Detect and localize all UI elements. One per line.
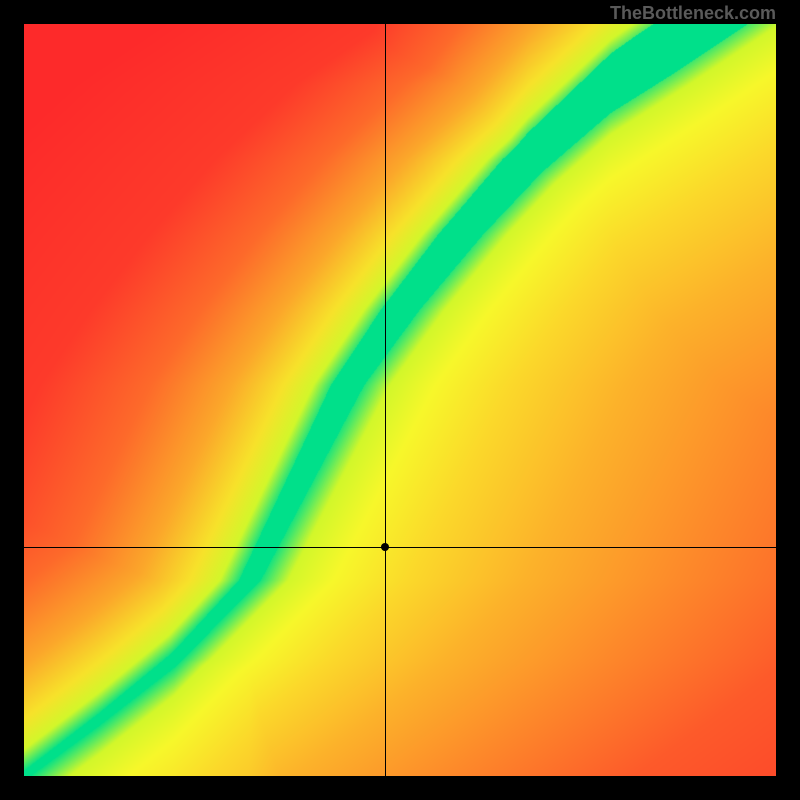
crosshair-horizontal [24, 547, 776, 548]
crosshair-marker [381, 543, 389, 551]
crosshair-vertical [385, 24, 386, 776]
heatmap-plot [24, 24, 776, 776]
watermark-text: TheBottleneck.com [610, 3, 776, 24]
heatmap-canvas [24, 24, 776, 776]
